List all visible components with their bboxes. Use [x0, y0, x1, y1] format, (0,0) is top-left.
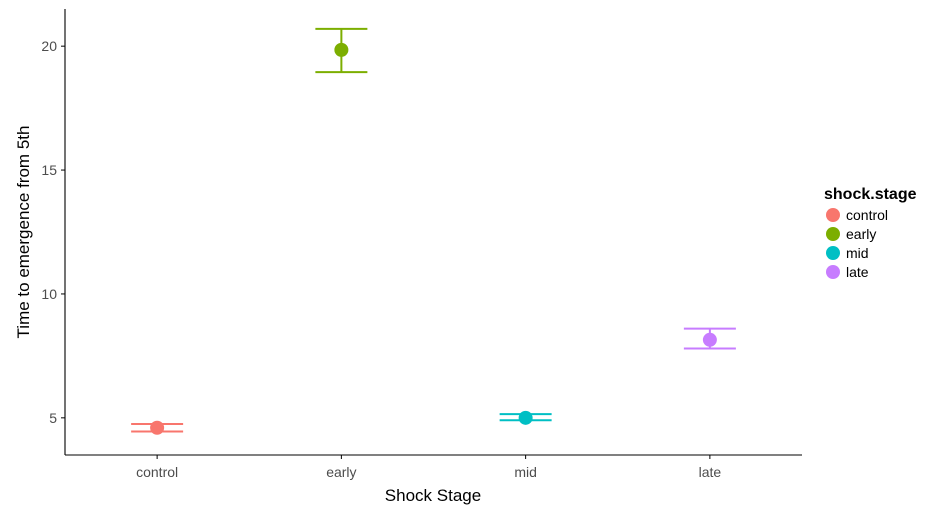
legend: shock.stage control early mid late	[824, 186, 917, 280]
y-axis-title: Time to emergence from 5th	[14, 126, 33, 339]
data-point-group	[315, 27, 368, 74]
data-point-group	[131, 420, 184, 435]
x-tick-label: late	[699, 464, 722, 480]
data-point	[334, 42, 349, 57]
y-tick-label: 5	[49, 410, 57, 426]
legend-key	[826, 265, 840, 279]
data-point-group	[683, 327, 736, 350]
y-tick-label: 10	[41, 286, 57, 302]
legend-key	[826, 227, 840, 241]
legend-key	[826, 208, 840, 222]
data-point-group	[499, 410, 552, 425]
legend-label: mid	[846, 245, 869, 261]
x-tick-label: early	[326, 464, 356, 480]
data-point	[702, 332, 717, 347]
x-axis-title: Shock Stage	[385, 486, 481, 505]
y-tick-label: 20	[41, 38, 57, 54]
legend-label: early	[846, 226, 876, 242]
data-point	[150, 420, 165, 435]
legend-key	[826, 246, 840, 260]
y-axis-ticks: 5 10 15 20	[41, 38, 65, 426]
plot-area	[131, 27, 736, 435]
legend-title: shock.stage	[824, 186, 917, 203]
data-point	[518, 410, 533, 425]
legend-label: control	[846, 207, 888, 223]
y-tick-label: 15	[41, 162, 57, 178]
x-axis-ticks: control early mid late	[136, 455, 721, 480]
legend-label: late	[846, 264, 869, 280]
x-tick-label: mid	[514, 464, 537, 480]
x-tick-label: control	[136, 464, 178, 480]
